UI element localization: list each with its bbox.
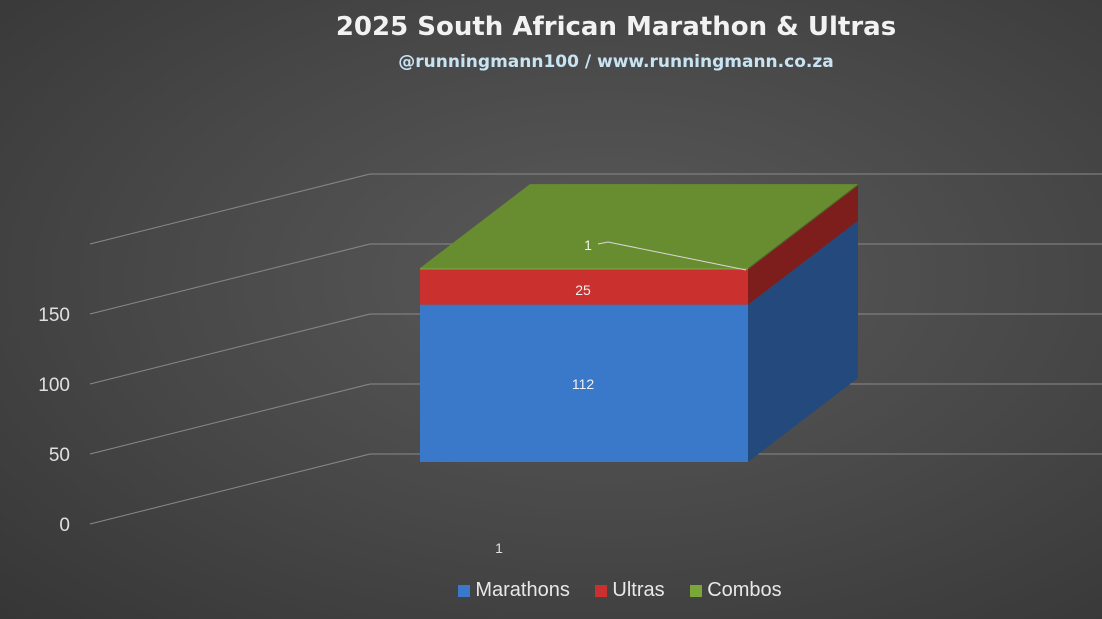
- gridline-depth: [89, 453, 371, 525]
- bar-side-combos: [748, 184, 858, 270]
- bar-side-marathons: [748, 220, 858, 462]
- gridline-depth: [89, 313, 371, 385]
- y-tick-label: 150: [38, 305, 70, 326]
- legend-swatch-marathons: [458, 585, 471, 597]
- legend-item-marathons: Marathons: [458, 579, 570, 602]
- legend-item-combos: Combos: [690, 579, 782, 602]
- bar-side-ultras: [748, 185, 858, 305]
- chart-subtitle: @runningmann100 / www.runningmann.co.za: [398, 52, 834, 72]
- data-label-combos: 1: [584, 237, 592, 253]
- legend-label-ultras: Ultras: [612, 579, 665, 601]
- bar-front-ultras: [420, 269, 748, 305]
- x-tick-label: 1: [495, 540, 503, 556]
- data-label-marathons: 112: [572, 376, 595, 392]
- data-label-leader-line: [597, 241, 747, 271]
- data-label-ultras: 25: [575, 282, 591, 298]
- y-tick-label: 0: [59, 515, 70, 536]
- y-tick-label: 50: [49, 445, 70, 466]
- chart-title: 2025 South African Marathon & Ultras: [335, 12, 897, 42]
- bar-front-marathons: [420, 304, 748, 462]
- legend: Marathons Ultras Combos: [0, 579, 1102, 602]
- legend-swatch-ultras: [595, 585, 608, 597]
- gridline-depth: [89, 243, 371, 315]
- bar-front-combos: [420, 268, 748, 270]
- gridline-depth: [89, 173, 371, 245]
- bar-top-combos: [420, 184, 858, 269]
- gridline-depth: [89, 383, 371, 455]
- legend-swatch-combos: [690, 585, 703, 597]
- legend-label-marathons: Marathons: [475, 579, 570, 601]
- legend-item-ultras: Ultras: [595, 579, 665, 602]
- legend-label-combos: Combos: [707, 579, 782, 601]
- y-tick-label: 100: [38, 375, 70, 396]
